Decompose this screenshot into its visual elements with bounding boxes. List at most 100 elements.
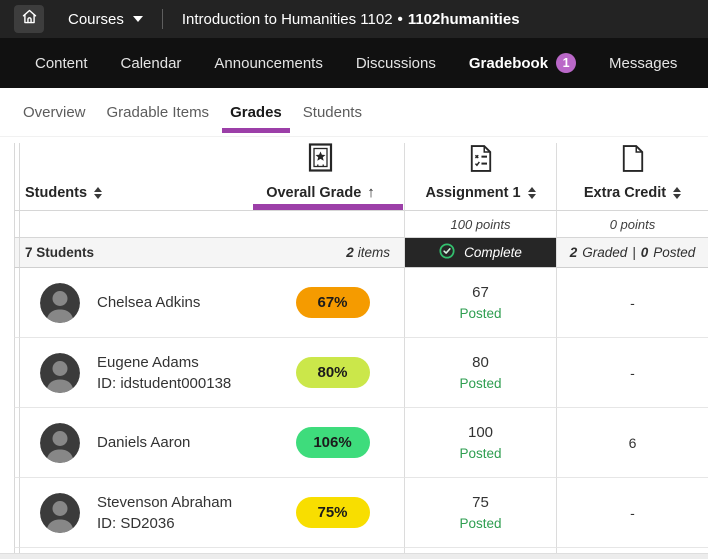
student-row: Eugene Adams ID: idstudent000138 80% 80 … [14,338,708,408]
overall-grade-pill[interactable]: 75% [295,497,370,528]
table-header-row: Students Overall Grade ↑ [14,143,708,211]
nav-item-content[interactable]: Content [35,54,88,72]
top-bar: Courses Introduction to Humanities 1102 •… [0,0,708,38]
gradebook-badge: 1 [556,53,577,73]
posted-status: Posted [459,306,502,321]
students-header-label: Students [25,185,88,201]
nav-item-calendar[interactable]: Calendar [120,54,182,72]
student-name: Stevenson Abraham [97,493,233,511]
courses-label: Courses [68,10,124,28]
nav-item-messages[interactable]: Messages [609,54,678,72]
overall-grade-pill[interactable]: 67% [295,287,370,318]
assignment-grade-cell[interactable]: 100 Posted [404,408,557,478]
assignment-header-label: Assignment 1 [425,185,521,201]
gradebook-tabs: Overview Gradable Items Grades Students [0,88,708,137]
gradebook-label: Gradebook [468,54,549,72]
posted-status: Posted [459,376,502,391]
avatar [40,353,80,393]
student-name: Eugene Adams [97,353,199,371]
horizontal-scrollbar[interactable] [0,553,708,559]
student-cell[interactable]: Chelsea Adkins [20,268,237,338]
avatar [40,423,80,463]
points-row: 100 points 0 points [14,211,708,238]
overall-grade-header-label: Overall Grade [266,184,362,201]
summary-divider: | [632,245,636,260]
overall-grade-cell: 80% [237,338,404,408]
overall-grade-column-header[interactable]: Overall Grade ↑ [237,143,404,211]
assignment-status-label: Complete [464,245,522,260]
assignment-points: 100 points [404,211,557,238]
overall-grade-pill[interactable]: 106% [295,427,370,458]
course-name: Introduction to Humanities 1102 [181,10,393,28]
extra-credit-cell[interactable]: 6 [557,408,708,478]
student-row: Daniels Aaron 106% 100 Posted 6 [14,408,708,478]
assignment-icon [469,144,493,178]
chevron-down-icon [132,16,143,22]
home-button[interactable] [14,5,44,33]
extra-credit-cell[interactable]: - [557,338,708,408]
student-cell[interactable]: Stevenson Abraham ID: SD2036 [20,478,237,548]
avatar [40,493,80,533]
active-sort-underline [253,204,403,210]
student-name: Daniels Aaron [97,434,191,451]
assignment-grade-cell[interactable]: 75 Posted [404,478,557,548]
extra-credit-summary: 2 Graded | 0 Posted [557,238,708,268]
home-icon [21,8,38,30]
assignment-score: 100 [467,424,494,441]
extra-credit-column-header[interactable]: Extra Credit [557,143,708,211]
student-name: Chelsea Adkins [97,294,201,311]
overall-grade-cell: 106% [237,408,404,478]
graded-label: Graded [582,245,628,260]
overall-grade-pill[interactable]: 80% [295,357,370,388]
extra-credit-cell[interactable]: - [557,478,708,548]
nav-item-announcements[interactable]: Announcements [214,54,323,72]
posted-count: 0 [640,245,649,260]
student-id: ID: idstudent000138 [97,374,232,392]
items-count: 2 items [237,238,404,268]
left-gutter [14,143,20,211]
extra-credit-cell[interactable]: - [557,268,708,338]
left-gutter [14,238,20,268]
left-gutter [14,478,20,548]
posted-label: Posted [653,245,696,260]
left-gutter [14,211,20,238]
left-gutter [14,408,20,478]
student-id: ID: SD2036 [97,514,175,532]
sort-icon [94,187,103,199]
course-title: Introduction to Humanities 1102 • 1102huma… [182,11,520,28]
left-gutter [14,268,20,338]
assignment-score: 75 [472,494,489,511]
items-count-label: items [357,245,390,260]
assignment-column-header[interactable]: Assignment 1 [404,143,557,211]
avatar [40,283,80,323]
tab-gradable-items[interactable]: Gradable Items [106,103,210,121]
nav-item-discussions[interactable]: Discussions [355,54,436,72]
overall-grade-cell: 67% [237,268,404,338]
overall-grade-cell: 75% [237,478,404,548]
extra-credit-points: 0 points [557,211,708,238]
sort-icon [527,187,536,199]
student-row: Stevenson Abraham ID: SD2036 75% 75 Post… [14,478,708,548]
student-cell[interactable]: Eugene Adams ID: idstudent000138 [20,338,237,408]
tab-students[interactable]: Students [302,103,362,121]
students-column-header[interactable]: Students [20,143,237,211]
tab-overview[interactable]: Overview [23,103,86,121]
student-cell[interactable]: Daniels Aaron [20,408,237,478]
extra-credit-header-label: Extra Credit [583,185,667,201]
assignment-grade-cell[interactable]: 67 Posted [404,268,557,338]
courses-dropdown[interactable]: Courses [68,11,143,28]
assignment-score: 67 [472,284,489,301]
graded-count: 2 [569,245,578,260]
award-icon [308,143,333,177]
document-icon [621,144,645,178]
sort-icon [673,187,682,199]
assignment-grade-cell[interactable]: 80 Posted [404,338,557,408]
nav-item-gradebook[interactable]: Gradebook 1 [468,53,577,73]
grades-table: Students Overall Grade ↑ [0,137,708,559]
assignment-score: 80 [472,354,489,371]
student-row: Chelsea Adkins 67% 67 Posted - [14,268,708,338]
title-separator: • [397,10,403,28]
left-gutter [14,338,20,408]
tab-grades[interactable]: Grades [222,88,290,136]
assignment-status-badge[interactable]: Complete [404,238,557,268]
